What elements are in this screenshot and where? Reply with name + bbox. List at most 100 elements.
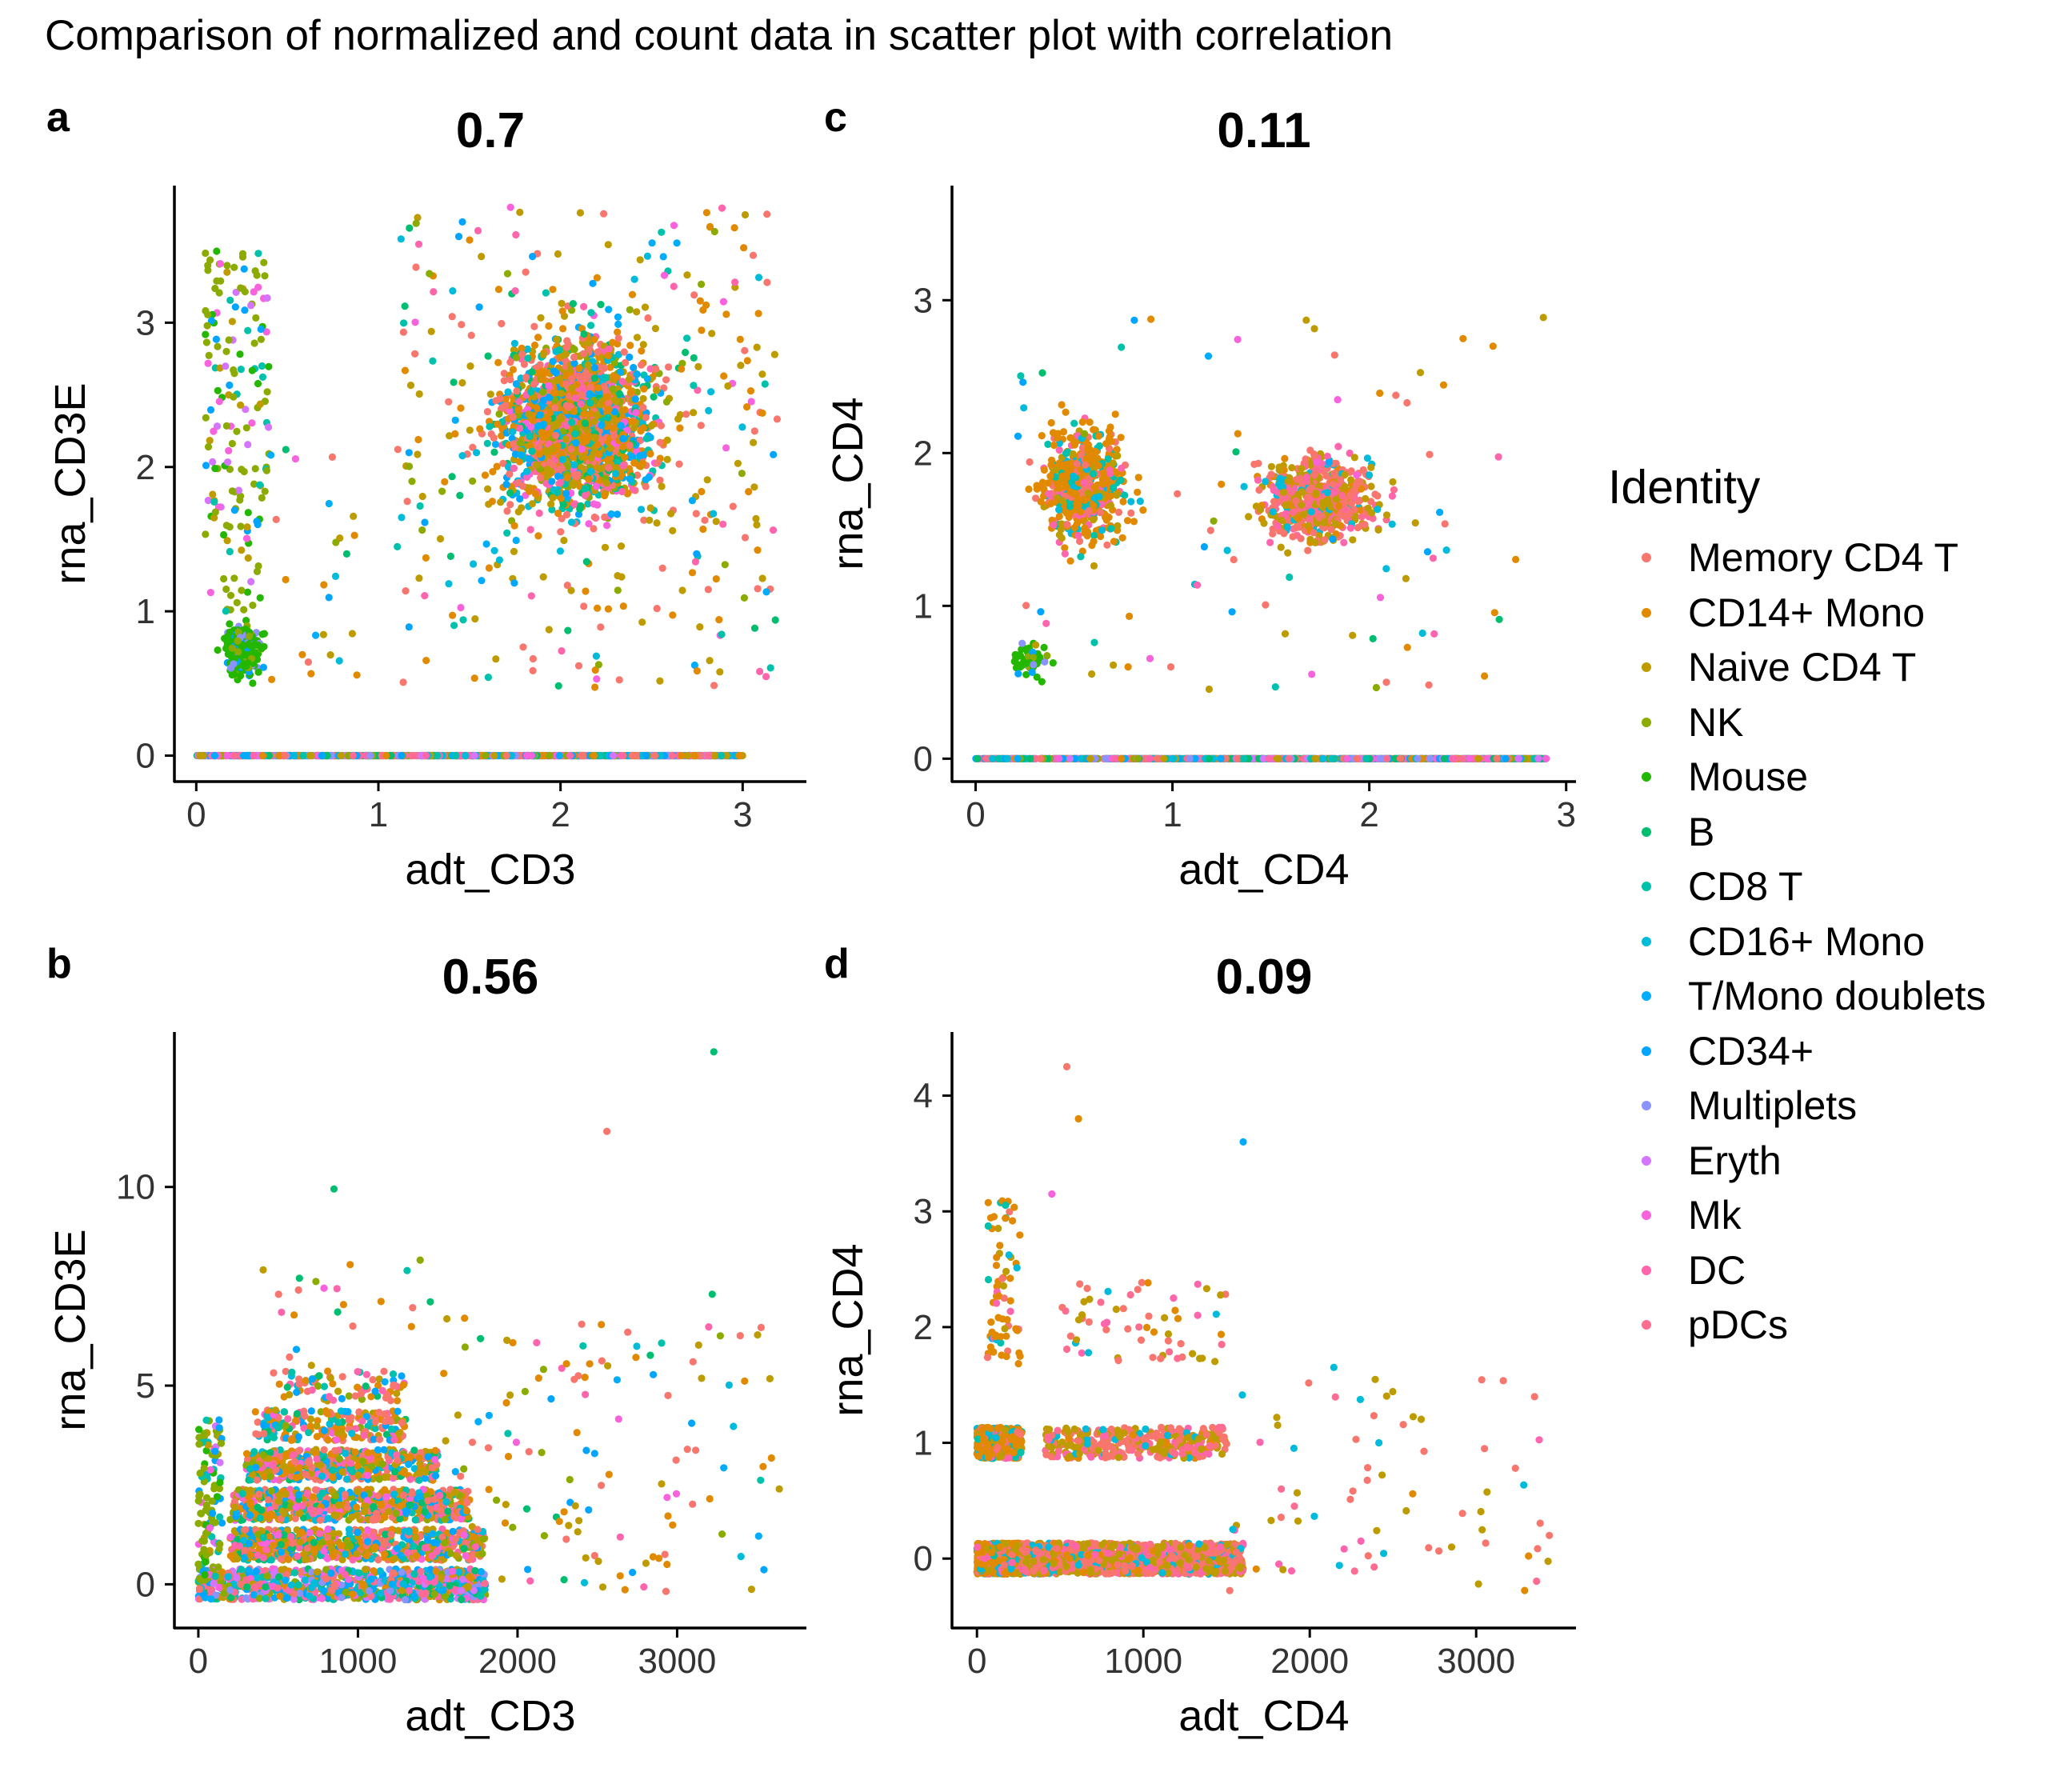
data-point: [682, 410, 690, 418]
data-point: [490, 751, 498, 760]
data-point: [206, 589, 214, 597]
data-point: [312, 631, 320, 639]
data-point: [318, 751, 326, 760]
data-point: [238, 466, 246, 474]
data-point: [603, 393, 611, 401]
data-point: [646, 450, 654, 458]
data-point: [585, 475, 593, 483]
data-point: [602, 374, 610, 382]
data-point: [597, 623, 605, 631]
data-point: [282, 446, 290, 454]
data-point: [1025, 485, 1033, 494]
data-point: [701, 516, 709, 524]
data-point: [591, 434, 599, 442]
data-point: [242, 651, 250, 659]
data-point: [260, 258, 268, 266]
data-point: [1065, 511, 1073, 519]
data-point: [1139, 506, 1147, 514]
data-point: [585, 520, 593, 528]
data-point: [337, 751, 345, 760]
data-point: [398, 514, 406, 522]
data-point: [592, 482, 601, 490]
data-point: [412, 219, 420, 227]
data-point: [244, 326, 252, 334]
data-point: [582, 558, 590, 566]
data-point: [633, 308, 641, 316]
data-point: [646, 516, 654, 524]
data-point: [470, 751, 478, 760]
data-point: [451, 416, 459, 424]
data-point: [220, 574, 228, 583]
data-point: [621, 406, 629, 414]
data-point: [670, 282, 678, 290]
data-point: [506, 203, 514, 211]
data-point: [222, 585, 230, 594]
data-point: [1123, 517, 1132, 525]
data-point: [458, 321, 466, 329]
data-point: [1111, 410, 1119, 418]
data-point: [242, 534, 251, 542]
data-point: [517, 451, 525, 459]
data-point: [234, 486, 242, 494]
data-point: [562, 510, 571, 519]
data-point: [214, 646, 222, 654]
data-point: [553, 377, 561, 385]
data-point: [758, 574, 766, 582]
data-point: [240, 606, 248, 614]
data-point: [496, 394, 504, 403]
data-point: [699, 525, 707, 534]
data-point: [532, 461, 541, 469]
data-point: [1077, 553, 1085, 561]
data-point: [558, 455, 566, 464]
data-point: [516, 439, 524, 447]
data-point: [498, 404, 506, 412]
data-point: [658, 228, 666, 236]
data-point: [618, 378, 626, 386]
data-point: [522, 374, 530, 382]
data-point: [729, 502, 737, 510]
data-point: [261, 487, 269, 495]
x-tick-label: 3: [733, 795, 752, 834]
data-point: [683, 334, 691, 342]
data-point: [462, 751, 470, 760]
data-point: [763, 278, 771, 286]
data-point: [204, 442, 213, 451]
data-point: [692, 510, 700, 518]
data-point: [1091, 494, 1099, 502]
data-point: [509, 413, 517, 422]
data-point: [626, 306, 634, 314]
data-point: [762, 588, 770, 596]
data-point: [547, 467, 555, 476]
data-point: [656, 677, 664, 685]
data-point: [639, 341, 647, 349]
data-point: [1110, 484, 1118, 492]
data-point: [590, 418, 598, 426]
data-point: [534, 422, 542, 430]
data-point: [550, 389, 558, 397]
data-point: [1082, 461, 1090, 469]
data-point: [612, 373, 621, 382]
data-point: [544, 369, 552, 377]
data-point: [515, 398, 523, 406]
data-point: [222, 607, 230, 615]
data-point: [506, 501, 514, 509]
data-point: [553, 335, 561, 343]
data-point: [629, 418, 637, 426]
data-point: [448, 313, 456, 321]
data-point: [416, 502, 424, 510]
data-point: [451, 430, 459, 438]
data-point: [250, 339, 258, 347]
data-point: [233, 598, 241, 606]
data-point: [253, 518, 261, 526]
data-point: [734, 459, 742, 467]
data-point: [401, 366, 409, 374]
data-point: [722, 444, 730, 452]
data-point: [494, 358, 502, 366]
data-point: [459, 616, 467, 624]
data-point: [506, 470, 514, 478]
data-point: [1086, 418, 1094, 426]
data-point: [458, 452, 466, 460]
data-point: [554, 682, 562, 690]
data-point: [1109, 459, 1117, 467]
